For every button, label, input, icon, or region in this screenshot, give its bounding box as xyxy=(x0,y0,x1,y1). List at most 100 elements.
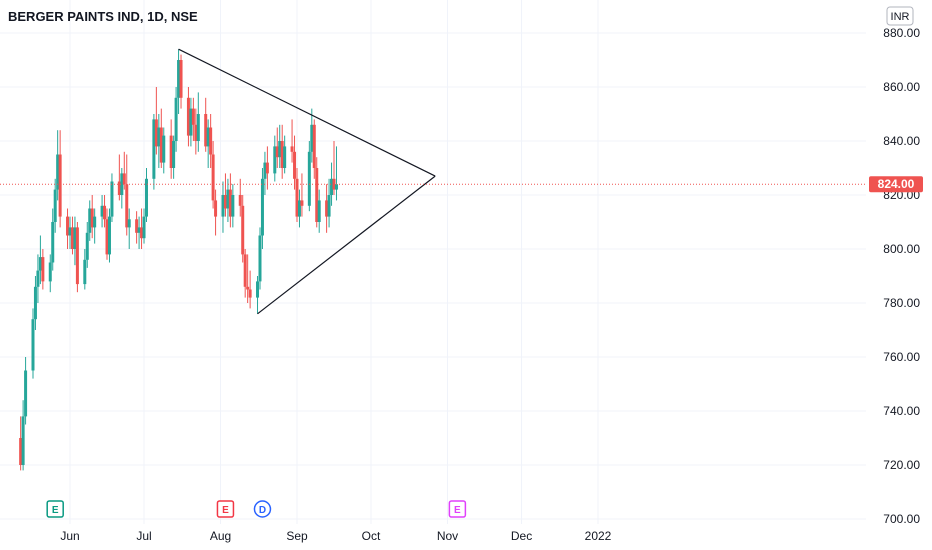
time-axis[interactable]: Jun Jul Aug Sep Oct Nov Dec 2022 xyxy=(60,529,611,543)
candle-body xyxy=(75,227,79,285)
candle-body xyxy=(152,119,156,179)
candle xyxy=(325,184,329,233)
price-tick-label: 880.00 xyxy=(883,26,920,40)
candle-body xyxy=(327,195,331,217)
candle xyxy=(330,162,334,206)
candle xyxy=(19,416,23,471)
time-tick-label: Aug xyxy=(210,529,231,543)
candle-body xyxy=(307,151,311,206)
candle-body xyxy=(172,141,176,168)
candle-body xyxy=(103,205,107,220)
candle xyxy=(85,222,89,268)
candle-body xyxy=(66,216,70,236)
candle-body xyxy=(196,114,200,141)
candle xyxy=(83,249,87,290)
candle xyxy=(177,49,181,114)
candle xyxy=(66,208,70,249)
event-marker[interactable]: E xyxy=(448,500,467,518)
price-tick-label: 780.00 xyxy=(883,296,920,310)
candle-body xyxy=(83,259,87,285)
candle-body xyxy=(332,178,336,190)
candle xyxy=(100,195,104,228)
time-tick-label: Oct xyxy=(362,529,381,543)
candle xyxy=(53,178,57,233)
candle-body xyxy=(135,219,139,233)
candle-body xyxy=(142,216,146,239)
candle-body xyxy=(263,162,267,179)
candle-body xyxy=(73,227,77,249)
candle-body xyxy=(125,184,129,228)
candle xyxy=(265,146,269,190)
candle xyxy=(120,168,124,209)
price-axis[interactable]: 880.00860.00840.00820.00800.00780.00760.… xyxy=(883,26,920,526)
candle xyxy=(204,97,208,152)
last-price-tag: 824.00 xyxy=(869,176,923,193)
candle xyxy=(221,181,225,233)
candle-body xyxy=(260,178,264,236)
time-tick-label: Jul xyxy=(136,529,151,543)
candle-body xyxy=(312,124,316,168)
candle xyxy=(51,208,55,271)
candle xyxy=(31,308,35,379)
candle-body xyxy=(209,127,213,155)
candle xyxy=(117,154,121,201)
event-marker[interactable]: D xyxy=(253,500,272,518)
candle-body xyxy=(159,127,163,163)
candle-body xyxy=(226,189,230,209)
candle-body xyxy=(51,222,55,263)
candle xyxy=(38,235,42,285)
candle xyxy=(21,400,25,471)
candle-body xyxy=(293,151,297,179)
candle-body xyxy=(31,319,35,371)
grid xyxy=(0,0,866,524)
event-marker[interactable]: E xyxy=(46,500,64,518)
candle xyxy=(110,173,114,222)
candle-body xyxy=(194,124,198,141)
candle-body xyxy=(140,227,144,239)
candle-body xyxy=(56,154,60,190)
candle xyxy=(315,157,319,228)
candle xyxy=(238,178,242,217)
chart-title: BERGER PAINTS IND, 1D, NSE xyxy=(8,9,198,24)
candle-body xyxy=(154,119,158,147)
candle xyxy=(327,178,331,228)
candle xyxy=(310,108,314,163)
candle-body xyxy=(204,114,208,147)
candle-body xyxy=(100,205,104,217)
candle xyxy=(41,249,45,290)
candle-body xyxy=(24,370,28,417)
candle-body xyxy=(117,181,121,195)
candle xyxy=(127,208,131,249)
candle-body xyxy=(317,200,321,222)
candle xyxy=(36,254,40,303)
candle xyxy=(56,130,60,201)
candle xyxy=(169,119,173,179)
candle-body xyxy=(228,189,232,217)
candle xyxy=(231,184,235,228)
candle-body xyxy=(295,178,299,217)
candle xyxy=(159,108,163,168)
candle-body xyxy=(231,195,235,217)
candle-body xyxy=(122,173,126,185)
trendline[interactable] xyxy=(178,48,436,177)
candle xyxy=(293,135,297,190)
candle-body xyxy=(310,124,314,152)
candle xyxy=(142,208,146,244)
candle-body xyxy=(93,216,97,228)
trendline[interactable] xyxy=(257,175,436,315)
candle-body xyxy=(330,178,334,195)
candle xyxy=(275,127,279,168)
candle xyxy=(243,249,247,298)
last-price-value: 824.00 xyxy=(878,177,915,191)
event-marker[interactable]: E xyxy=(216,500,235,518)
candle xyxy=(68,216,72,249)
price-tick-label: 700.00 xyxy=(883,512,920,526)
candle-body xyxy=(19,438,23,465)
candle-body xyxy=(144,178,148,217)
time-tick-label: Dec xyxy=(511,529,532,543)
earnings-icon xyxy=(216,500,235,518)
candle xyxy=(135,211,139,244)
currency-badge[interactable]: INR xyxy=(886,6,914,26)
price-tick-label: 760.00 xyxy=(883,350,920,364)
